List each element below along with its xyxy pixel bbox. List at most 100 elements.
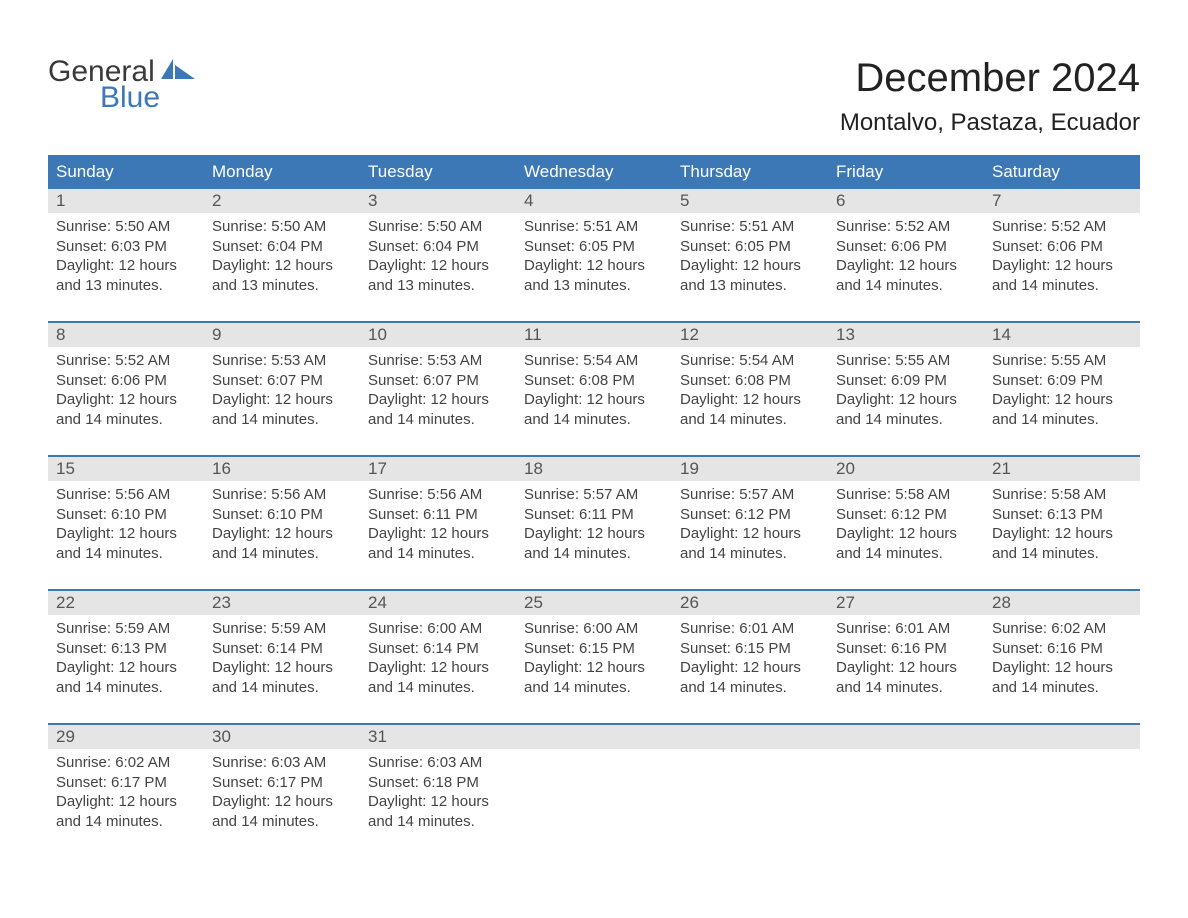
- sunset-line: Sunset: 6:06 PM: [836, 237, 976, 257]
- day-cell: [672, 749, 828, 837]
- sunset-line: Sunset: 6:03 PM: [56, 237, 196, 257]
- day-number: 16: [204, 457, 360, 481]
- day-cell: Sunrise: 6:01 AMSunset: 6:15 PMDaylight:…: [672, 615, 828, 703]
- calendar-week: 22232425262728Sunrise: 5:59 AMSunset: 6:…: [48, 589, 1140, 703]
- day-cell: Sunrise: 6:03 AMSunset: 6:17 PMDaylight:…: [204, 749, 360, 837]
- sunrise-line: Sunrise: 6:03 AM: [368, 753, 508, 773]
- day-cell: Sunrise: 5:52 AMSunset: 6:06 PMDaylight:…: [828, 213, 984, 301]
- weekday-header-cell: Thursday: [672, 155, 828, 189]
- day-cell: Sunrise: 6:03 AMSunset: 6:18 PMDaylight:…: [360, 749, 516, 837]
- daylight-line: Daylight: 12 hours and 14 minutes.: [212, 658, 352, 697]
- day-number: 25: [516, 591, 672, 615]
- sunrise-line: Sunrise: 5:50 AM: [56, 217, 196, 237]
- sunset-line: Sunset: 6:13 PM: [56, 639, 196, 659]
- daylight-line: Daylight: 12 hours and 13 minutes.: [680, 256, 820, 295]
- weekday-header-cell: Monday: [204, 155, 360, 189]
- daylight-line: Daylight: 12 hours and 14 minutes.: [368, 658, 508, 697]
- day-number: 31: [360, 725, 516, 749]
- day-number: 30: [204, 725, 360, 749]
- top-bar: General Blue December 2024 Montalvo, Pas…: [48, 56, 1140, 137]
- daylight-line: Daylight: 12 hours and 14 minutes.: [836, 256, 976, 295]
- calendar-week: 15161718192021Sunrise: 5:56 AMSunset: 6:…: [48, 455, 1140, 569]
- day-number-row: 22232425262728: [48, 591, 1140, 615]
- sunrise-line: Sunrise: 5:50 AM: [368, 217, 508, 237]
- day-cell: Sunrise: 5:55 AMSunset: 6:09 PMDaylight:…: [984, 347, 1140, 435]
- day-number: 18: [516, 457, 672, 481]
- sunrise-line: Sunrise: 6:03 AM: [212, 753, 352, 773]
- location-subtitle: Montalvo, Pastaza, Ecuador: [840, 109, 1140, 137]
- sunrise-line: Sunrise: 5:51 AM: [524, 217, 664, 237]
- day-number: [984, 725, 1140, 749]
- sunrise-line: Sunrise: 5:59 AM: [56, 619, 196, 639]
- page: General Blue December 2024 Montalvo, Pas…: [0, 0, 1188, 877]
- daylight-line: Daylight: 12 hours and 14 minutes.: [212, 792, 352, 831]
- daylight-line: Daylight: 12 hours and 14 minutes.: [56, 390, 196, 429]
- day-cell: [828, 749, 984, 837]
- daylight-line: Daylight: 12 hours and 14 minutes.: [992, 658, 1132, 697]
- day-cell: Sunrise: 5:59 AMSunset: 6:13 PMDaylight:…: [48, 615, 204, 703]
- day-number: 23: [204, 591, 360, 615]
- sunset-line: Sunset: 6:10 PM: [56, 505, 196, 525]
- brand-line2: Blue: [100, 82, 195, 114]
- day-cell: Sunrise: 6:01 AMSunset: 6:16 PMDaylight:…: [828, 615, 984, 703]
- sunset-line: Sunset: 6:11 PM: [524, 505, 664, 525]
- day-number: 27: [828, 591, 984, 615]
- day-cell: Sunrise: 5:50 AMSunset: 6:04 PMDaylight:…: [204, 213, 360, 301]
- sunrise-line: Sunrise: 5:56 AM: [56, 485, 196, 505]
- daylight-line: Daylight: 12 hours and 14 minutes.: [524, 390, 664, 429]
- day-cell: Sunrise: 5:56 AMSunset: 6:10 PMDaylight:…: [48, 481, 204, 569]
- sunset-line: Sunset: 6:12 PM: [680, 505, 820, 525]
- weekday-header-cell: Friday: [828, 155, 984, 189]
- brand-logo: General Blue: [48, 56, 195, 113]
- calendar: SundayMondayTuesdayWednesdayThursdayFrid…: [48, 155, 1140, 837]
- daylight-line: Daylight: 12 hours and 14 minutes.: [992, 256, 1132, 295]
- calendar-week: 1234567Sunrise: 5:50 AMSunset: 6:03 PMDa…: [48, 189, 1140, 301]
- weekday-header-cell: Saturday: [984, 155, 1140, 189]
- day-number: 3: [360, 189, 516, 213]
- sunset-line: Sunset: 6:05 PM: [524, 237, 664, 257]
- sunset-line: Sunset: 6:17 PM: [212, 773, 352, 793]
- sunrise-line: Sunrise: 5:51 AM: [680, 217, 820, 237]
- sunrise-line: Sunrise: 5:55 AM: [836, 351, 976, 371]
- daylight-line: Daylight: 12 hours and 14 minutes.: [56, 524, 196, 563]
- sunset-line: Sunset: 6:09 PM: [992, 371, 1132, 391]
- day-cell: Sunrise: 5:56 AMSunset: 6:10 PMDaylight:…: [204, 481, 360, 569]
- day-number: 12: [672, 323, 828, 347]
- day-number-row: 891011121314: [48, 323, 1140, 347]
- calendar-week: 891011121314Sunrise: 5:52 AMSunset: 6:06…: [48, 321, 1140, 435]
- day-cell: Sunrise: 5:57 AMSunset: 6:11 PMDaylight:…: [516, 481, 672, 569]
- day-cell: Sunrise: 5:54 AMSunset: 6:08 PMDaylight:…: [516, 347, 672, 435]
- sunrise-line: Sunrise: 5:52 AM: [836, 217, 976, 237]
- sunrise-line: Sunrise: 5:57 AM: [680, 485, 820, 505]
- weeks-container: 1234567Sunrise: 5:50 AMSunset: 6:03 PMDa…: [48, 189, 1140, 837]
- sunset-line: Sunset: 6:07 PM: [368, 371, 508, 391]
- daylight-line: Daylight: 12 hours and 14 minutes.: [992, 390, 1132, 429]
- day-number: [828, 725, 984, 749]
- sunrise-line: Sunrise: 5:58 AM: [836, 485, 976, 505]
- daylight-line: Daylight: 12 hours and 14 minutes.: [680, 390, 820, 429]
- day-cell: [984, 749, 1140, 837]
- daylight-line: Daylight: 12 hours and 13 minutes.: [524, 256, 664, 295]
- sunset-line: Sunset: 6:15 PM: [680, 639, 820, 659]
- title-block: December 2024 Montalvo, Pastaza, Ecuador: [840, 56, 1140, 137]
- day-cell: Sunrise: 5:50 AMSunset: 6:03 PMDaylight:…: [48, 213, 204, 301]
- day-number: 10: [360, 323, 516, 347]
- day-cell: Sunrise: 5:52 AMSunset: 6:06 PMDaylight:…: [984, 213, 1140, 301]
- weekday-header-cell: Sunday: [48, 155, 204, 189]
- day-number: 21: [984, 457, 1140, 481]
- day-number: 4: [516, 189, 672, 213]
- day-cell: Sunrise: 5:59 AMSunset: 6:14 PMDaylight:…: [204, 615, 360, 703]
- sunset-line: Sunset: 6:16 PM: [992, 639, 1132, 659]
- day-number: 22: [48, 591, 204, 615]
- day-cell: Sunrise: 6:00 AMSunset: 6:15 PMDaylight:…: [516, 615, 672, 703]
- day-cell: Sunrise: 6:02 AMSunset: 6:16 PMDaylight:…: [984, 615, 1140, 703]
- weekday-header-cell: Wednesday: [516, 155, 672, 189]
- day-number: 29: [48, 725, 204, 749]
- day-cell: Sunrise: 5:51 AMSunset: 6:05 PMDaylight:…: [516, 213, 672, 301]
- day-number-row: 293031: [48, 725, 1140, 749]
- day-cell: Sunrise: 5:50 AMSunset: 6:04 PMDaylight:…: [360, 213, 516, 301]
- sunset-line: Sunset: 6:13 PM: [992, 505, 1132, 525]
- day-cell: Sunrise: 5:56 AMSunset: 6:11 PMDaylight:…: [360, 481, 516, 569]
- daylight-line: Daylight: 12 hours and 14 minutes.: [680, 658, 820, 697]
- month-title: December 2024: [840, 56, 1140, 101]
